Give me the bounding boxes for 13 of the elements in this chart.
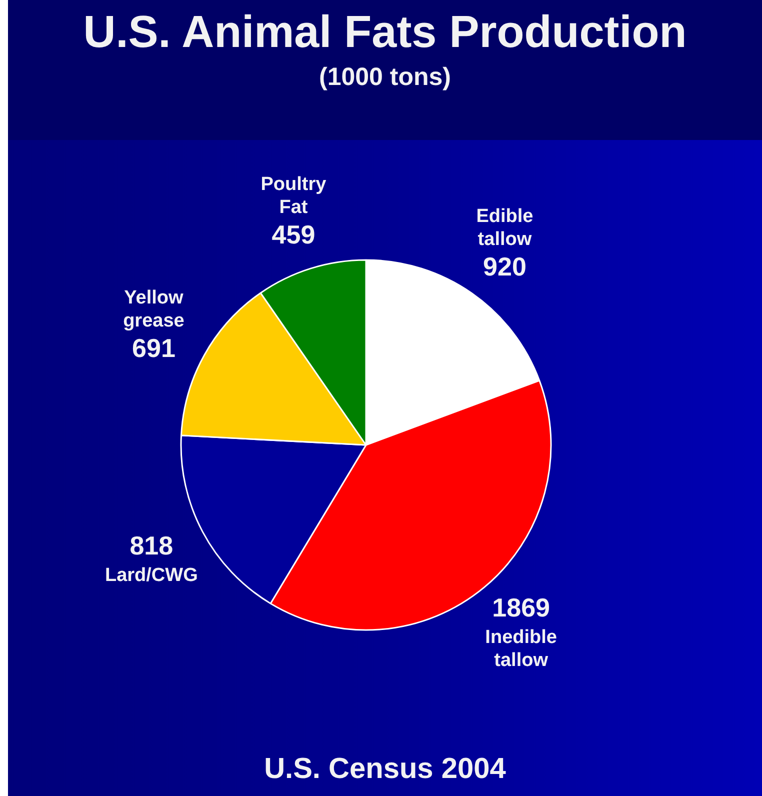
text: U.S. Census 2004 <box>263 752 507 786</box>
data-label: 1869 <box>492 592 550 622</box>
data-label: 691 <box>132 332 176 363</box>
slice-label: Poultry Fat <box>260 174 327 218</box>
slice-label: Edible tallow <box>476 206 534 250</box>
data-label: 920 <box>483 252 526 282</box>
data-label: 818 <box>130 530 174 561</box>
slice-label: Lard/CWG <box>104 565 198 586</box>
chart-title: U.S. Animal Fats Production <box>82 6 688 58</box>
chart-subtitle: (1000 tons) <box>318 62 452 92</box>
data-label: 459 <box>272 219 316 250</box>
slice-label: Inedible tallow <box>485 626 557 671</box>
slice-label: Yellow grease <box>123 287 184 332</box>
